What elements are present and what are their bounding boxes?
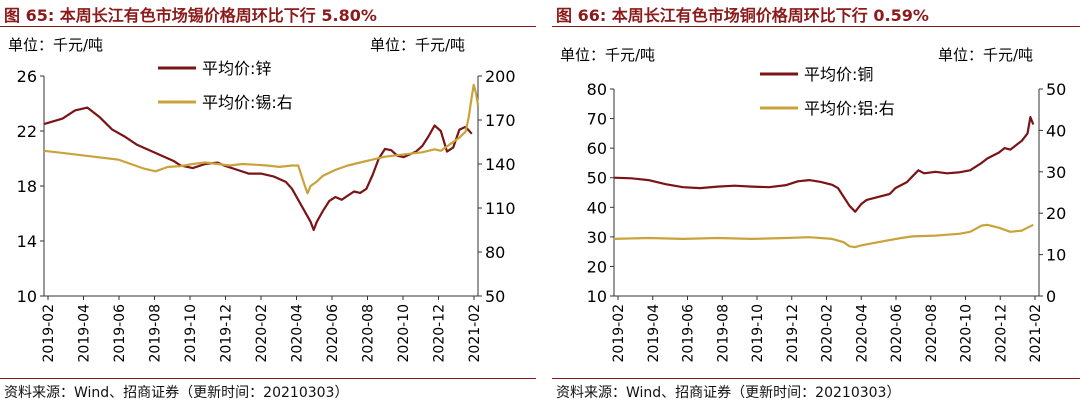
left-unit-label: 单位：千元/吨 — [8, 36, 103, 54]
x-tick-label: 2019-08 — [715, 304, 731, 363]
chart-panel-zinc-tin: 图 65: 本周长江有色市场锡价格周环比下行 5.80% 单位：千元/吨 单位：千… — [0, 0, 536, 406]
y-left-tick-label: 70 — [587, 110, 607, 129]
legend-label: 平均价:铝:右 — [804, 99, 895, 118]
source-note: 资料来源：Wind、招商证券（更新时间：20210303） — [4, 385, 349, 401]
x-tick-label: 2020-02 — [820, 304, 836, 363]
left-unit-label: 单位：千元/吨 — [560, 46, 655, 64]
y-left-tick-label: 10 — [17, 287, 37, 306]
x-tick-label: 2020-06 — [325, 304, 341, 363]
x-tick-label: 2019-10 — [183, 304, 199, 363]
x-tick-label: 2019-10 — [750, 304, 766, 363]
x-tick-label: 2019-06 — [681, 304, 697, 363]
title-rule — [552, 26, 1080, 27]
zinc-tin-price-chart: 单位：千元/吨 单位：千元/吨 10 14 18 22 26 50 80 110 140 170 200… — [8, 36, 516, 363]
copper-aluminum-price-chart: 单位：千元/吨 单位：千元/吨 10 20 30 40 50 60 70 80 0 10 20 30 40 5… — [560, 46, 1066, 363]
y-left-tick-label: 10 — [587, 287, 607, 306]
y-left-tick-label: 40 — [587, 198, 607, 217]
y-right-tick-label: 10 — [1046, 246, 1066, 265]
source-note: 资料来源：Wind、招商证券（更新时间：20210303） — [556, 385, 901, 401]
x-tick-label: 2019-04 — [646, 304, 662, 363]
y-left-tick-label: 22 — [17, 122, 37, 141]
source-rule — [0, 378, 536, 379]
x-tick-label: 2019-12 — [785, 304, 801, 363]
x-tick-label: 2020-10 — [959, 304, 975, 363]
y-left-tick-label: 14 — [17, 232, 37, 251]
x-tick-label: 2019-06 — [112, 304, 128, 363]
x-tick-label: 2020-04 — [854, 304, 870, 363]
y-right-tick-label: 30 — [1046, 163, 1066, 182]
x-tick-label: 2020-10 — [396, 304, 412, 363]
y-right-tick-label: 20 — [1046, 204, 1066, 223]
series-line-secondary — [613, 223, 1034, 249]
x-tick-label: 2020-12 — [993, 304, 1009, 363]
x-tick-label: 2019-04 — [77, 304, 93, 363]
y-right-tick-label: 200 — [485, 67, 516, 86]
y-right-tick-label: 50 — [485, 287, 505, 306]
x-tick-label: 2020-06 — [889, 304, 905, 363]
y-right-tick-label: 170 — [485, 111, 516, 130]
x-tick-label: 2020-02 — [254, 304, 270, 363]
x-tick-label: 2020-12 — [432, 304, 448, 363]
y-left-tick-label: 50 — [587, 169, 607, 188]
series-line-primary — [43, 106, 473, 232]
y-left-tick-label: 60 — [587, 139, 607, 158]
x-tick-label: 2019-12 — [219, 304, 235, 363]
series-line-primary — [613, 115, 1035, 213]
x-tick-label: 2021-02 — [1028, 304, 1044, 363]
x-tick-label: 2020-08 — [924, 304, 940, 363]
x-tick-label: 2019-02 — [41, 304, 57, 363]
x-tick-label: 2019-02 — [611, 304, 627, 363]
legend-label: 平均价:铜 — [804, 65, 873, 84]
title-rule — [0, 26, 536, 27]
chart-title: 图 65: 本周长江有色市场锡价格周环比下行 5.80% — [4, 6, 377, 25]
y-left-tick-label: 18 — [17, 177, 37, 196]
series-line-secondary — [43, 83, 480, 195]
chart-title: 图 66: 本周长江有色市场铜价格周环比下行 0.59% — [556, 6, 929, 25]
y-right-tick-label: 50 — [1046, 80, 1066, 99]
y-right-tick-label: 0 — [1046, 287, 1056, 306]
y-left-tick-label: 20 — [587, 257, 607, 276]
y-right-tick-label: 40 — [1046, 121, 1066, 140]
y-left-tick-label: 30 — [587, 228, 607, 247]
y-right-tick-label: 140 — [485, 155, 516, 174]
x-tick-label: 2021-02 — [467, 304, 483, 363]
legend-label: 平均价:锡:右 — [202, 93, 293, 112]
x-tick-label: 2020-08 — [361, 304, 377, 363]
right-unit-label: 单位：千元/吨 — [938, 46, 1033, 64]
y-left-tick-label: 26 — [17, 67, 37, 86]
x-tick-label: 2019-08 — [148, 304, 164, 363]
x-tick-label: 2020-04 — [290, 304, 306, 363]
source-rule — [552, 378, 1080, 379]
y-right-tick-label: 80 — [485, 243, 505, 262]
chart-panel-copper-aluminum: 图 66: 本周长江有色市场铜价格周环比下行 0.59% 单位：千元/吨 单位：千… — [552, 0, 1080, 406]
right-unit-label: 单位：千元/吨 — [370, 36, 465, 54]
legend-label: 平均价:锌 — [202, 59, 271, 78]
y-right-tick-label: 110 — [485, 199, 516, 218]
y-left-tick-label: 80 — [587, 80, 607, 99]
